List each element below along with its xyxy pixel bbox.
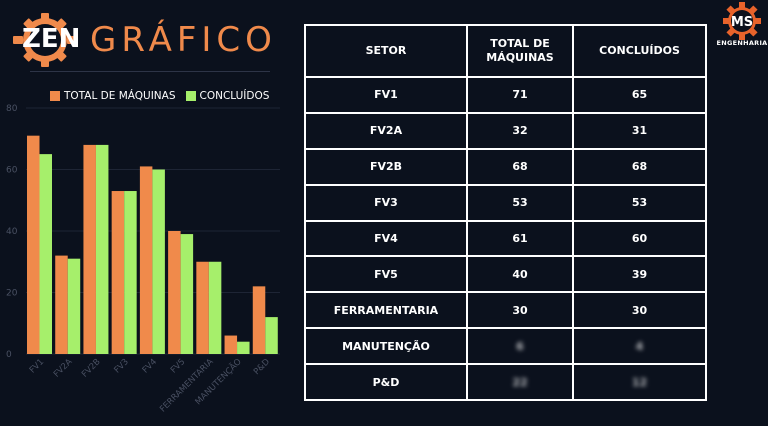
table-row: FV5 40 39 (304, 255, 707, 294)
bar-concluidos (39, 154, 52, 354)
cell-total: 32 (466, 111, 574, 150)
table-row: FV2B 68 68 (304, 147, 707, 186)
y-tick-label: 80 (6, 104, 18, 114)
cell-concluidos: 60 (572, 219, 707, 258)
ms-logo-text: MS (731, 15, 753, 30)
bar-concluidos (152, 169, 165, 354)
bar-concluidos (124, 191, 137, 354)
y-tick-label: 40 (6, 227, 18, 237)
gear-icon (13, 13, 77, 67)
bar-total (196, 261, 209, 354)
cell-setor: FV1 (304, 76, 468, 114)
zen-grafico-logo: ZEN GRÁFICO (12, 12, 282, 68)
cell-concluidos: 12 (572, 363, 707, 401)
bar-total (252, 286, 266, 354)
legend-swatch-concluidos (185, 91, 196, 101)
bar-concluidos (265, 317, 278, 354)
ms-logo-sub: ENGENHARIA (716, 39, 768, 47)
cell-setor: FERRAMENTARIA (304, 291, 468, 330)
sector-table: SETOR TOTAL DE MÁQUINAS CONCLUÍDOS FV1 7… (304, 24, 707, 401)
cell-setor: FV3 (304, 183, 468, 222)
cell-setor: P&D (304, 363, 468, 401)
x-tick-label: FV5 (169, 357, 187, 375)
cell-setor: FV2B (304, 147, 468, 186)
bar-total (83, 144, 96, 354)
x-tick-label: FV3 (112, 357, 130, 375)
ms-gear-icon: MS (723, 2, 761, 40)
logo-divider (30, 71, 270, 72)
table-row: FV3 53 53 (304, 183, 707, 222)
y-tick-label: 60 (6, 166, 18, 176)
x-tick-label: P&D (252, 357, 272, 377)
header-setor: SETOR (304, 24, 468, 78)
cell-setor: FV4 (304, 219, 468, 258)
ms-engenharia-logo: MS ENGENHARIA (716, 2, 767, 48)
x-tick-label: FV1 (28, 357, 46, 375)
bar-total (55, 255, 68, 354)
x-tick-label: FV4 (141, 357, 159, 375)
bar-total (168, 231, 181, 354)
bar-concluidos (67, 258, 81, 354)
cell-total: 61 (466, 219, 574, 258)
header-concluidos: CONCLUÍDOS (572, 24, 707, 78)
bar-concluidos (95, 144, 109, 354)
x-tick-label: FV2B (80, 357, 103, 380)
cell-concluidos: 53 (572, 183, 707, 222)
table-row: MANUTENÇÃO 6 4 (304, 327, 707, 365)
table-row: FERRAMENTARIA 30 30 (304, 291, 707, 330)
y-tick-label: 20 (6, 289, 18, 299)
y-tick-label: 0 (6, 350, 12, 360)
legend-label-concluidos: CONCLUÍDOS (199, 90, 270, 102)
cell-setor: MANUTENÇÃO (304, 327, 468, 365)
cell-concluidos: 4 (572, 327, 707, 365)
cell-concluidos: 68 (572, 147, 707, 186)
cell-total: 30 (466, 291, 574, 330)
bar-concluidos (180, 234, 194, 354)
x-tick-label: FV2A (52, 357, 75, 380)
data-table: SETOR TOTAL DE MÁQUINAS CONCLUÍDOS FV1 7… (304, 24, 707, 401)
legend-item-total: TOTAL DE MÁQUINAS (50, 90, 176, 102)
cell-total: 22 (466, 363, 574, 401)
cell-concluidos: 39 (572, 255, 707, 294)
table-row: P&D 22 12 (304, 363, 707, 401)
legend-swatch-total (50, 91, 60, 101)
logo-grafico-text: GRÁFICO (90, 20, 277, 60)
legend-item-concluidos: CONCLUÍDOS (185, 90, 270, 102)
table-row: FV1 71 65 (304, 76, 707, 114)
cell-concluidos: 30 (572, 291, 707, 330)
cell-total: 53 (466, 183, 574, 222)
cell-concluidos: 31 (572, 111, 707, 150)
bar-total (139, 166, 153, 354)
cell-setor: FV5 (304, 255, 468, 294)
cell-total: 40 (466, 255, 574, 294)
cell-concluidos: 65 (572, 76, 707, 114)
cell-setor: FV2A (304, 111, 468, 150)
table-row: FV2A 32 31 (304, 111, 707, 150)
legend-label-total: TOTAL DE MÁQUINAS (64, 90, 176, 102)
bar-total (27, 135, 40, 354)
bar-concluidos (208, 261, 222, 354)
bar-total (224, 335, 238, 354)
chart-legend: TOTAL DE MÁQUINAS CONCLUÍDOS (50, 88, 269, 104)
cell-total: 71 (466, 76, 574, 114)
bar-concluidos (237, 341, 250, 354)
bar-total (111, 191, 125, 354)
logo-zen-text: ZEN (22, 24, 81, 54)
cell-total: 6 (466, 327, 574, 365)
table-header-row: SETOR TOTAL DE MÁQUINAS CONCLUÍDOS (304, 24, 707, 78)
header-total: TOTAL DE MÁQUINAS (466, 24, 574, 78)
cell-total: 68 (466, 147, 574, 186)
table-row: FV4 61 60 (304, 219, 707, 258)
